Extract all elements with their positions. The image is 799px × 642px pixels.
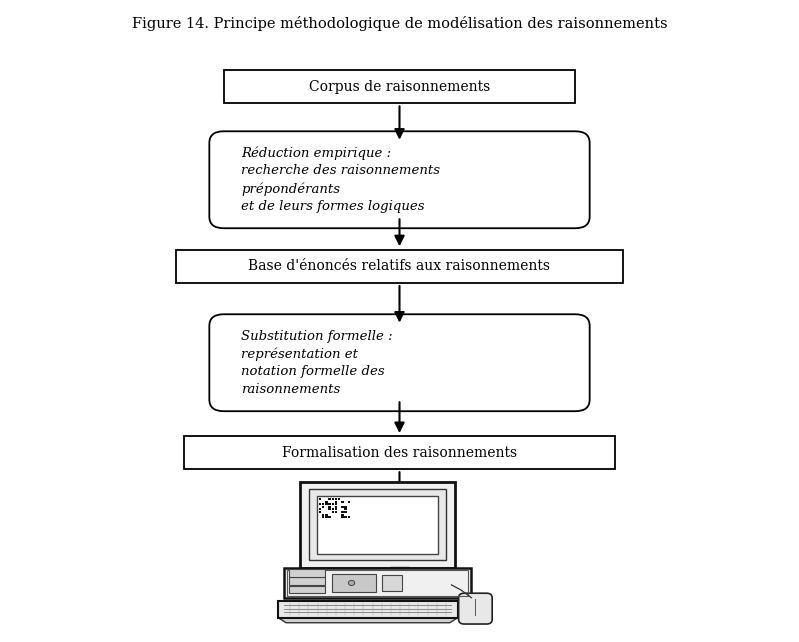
FancyBboxPatch shape bbox=[325, 501, 328, 503]
FancyBboxPatch shape bbox=[341, 506, 344, 508]
FancyBboxPatch shape bbox=[322, 503, 324, 505]
FancyBboxPatch shape bbox=[341, 511, 344, 513]
FancyBboxPatch shape bbox=[328, 506, 331, 508]
FancyBboxPatch shape bbox=[209, 132, 590, 229]
FancyBboxPatch shape bbox=[348, 501, 350, 503]
FancyBboxPatch shape bbox=[390, 567, 409, 575]
FancyBboxPatch shape bbox=[328, 516, 331, 518]
FancyBboxPatch shape bbox=[300, 482, 455, 568]
Text: Formalisation des raisonnements: Formalisation des raisonnements bbox=[282, 446, 517, 460]
FancyBboxPatch shape bbox=[224, 70, 575, 103]
FancyBboxPatch shape bbox=[348, 516, 350, 518]
FancyBboxPatch shape bbox=[341, 501, 344, 503]
FancyBboxPatch shape bbox=[289, 577, 325, 585]
FancyBboxPatch shape bbox=[278, 601, 458, 618]
FancyBboxPatch shape bbox=[459, 593, 492, 624]
FancyBboxPatch shape bbox=[325, 514, 328, 516]
FancyBboxPatch shape bbox=[319, 511, 321, 513]
FancyBboxPatch shape bbox=[325, 516, 328, 518]
FancyBboxPatch shape bbox=[344, 516, 347, 518]
FancyBboxPatch shape bbox=[332, 503, 334, 505]
FancyBboxPatch shape bbox=[319, 498, 321, 500]
FancyBboxPatch shape bbox=[325, 503, 328, 505]
FancyBboxPatch shape bbox=[382, 575, 402, 591]
FancyBboxPatch shape bbox=[328, 498, 331, 500]
FancyBboxPatch shape bbox=[184, 436, 615, 469]
FancyBboxPatch shape bbox=[176, 250, 623, 283]
FancyBboxPatch shape bbox=[335, 511, 337, 513]
FancyBboxPatch shape bbox=[344, 506, 347, 508]
FancyBboxPatch shape bbox=[332, 511, 334, 513]
FancyBboxPatch shape bbox=[309, 489, 446, 560]
FancyBboxPatch shape bbox=[322, 506, 324, 508]
FancyBboxPatch shape bbox=[209, 315, 590, 412]
FancyBboxPatch shape bbox=[322, 514, 324, 516]
FancyBboxPatch shape bbox=[341, 514, 344, 516]
FancyBboxPatch shape bbox=[332, 508, 334, 510]
FancyBboxPatch shape bbox=[335, 508, 337, 510]
Text: Corpus de raisonnements: Corpus de raisonnements bbox=[309, 80, 490, 94]
Ellipse shape bbox=[348, 580, 355, 586]
FancyBboxPatch shape bbox=[332, 574, 376, 592]
FancyBboxPatch shape bbox=[344, 511, 347, 513]
FancyBboxPatch shape bbox=[317, 496, 438, 554]
FancyBboxPatch shape bbox=[319, 503, 321, 505]
FancyBboxPatch shape bbox=[332, 498, 334, 500]
Text: Base d'énoncés relatifs aux raisonnements: Base d'énoncés relatifs aux raisonnement… bbox=[248, 259, 551, 273]
Polygon shape bbox=[278, 618, 458, 623]
Text: Figure 14. Principe méthodologique de modélisation des raisonnements: Figure 14. Principe méthodologique de mo… bbox=[132, 16, 667, 31]
FancyBboxPatch shape bbox=[335, 498, 337, 500]
FancyBboxPatch shape bbox=[289, 586, 325, 593]
FancyBboxPatch shape bbox=[328, 503, 331, 505]
Text: Réduction empirique :
recherche des raisonnements
prépondérants
et de leurs form: Réduction empirique : recherche des rais… bbox=[241, 146, 440, 213]
FancyBboxPatch shape bbox=[319, 508, 321, 510]
FancyBboxPatch shape bbox=[322, 516, 324, 518]
FancyBboxPatch shape bbox=[335, 503, 337, 505]
FancyBboxPatch shape bbox=[344, 508, 347, 510]
Text: Substitution formelle :
représentation et
notation formelle des
raisonnements: Substitution formelle : représentation e… bbox=[241, 329, 393, 396]
FancyBboxPatch shape bbox=[338, 498, 340, 500]
FancyBboxPatch shape bbox=[335, 501, 337, 503]
FancyBboxPatch shape bbox=[328, 508, 331, 510]
FancyBboxPatch shape bbox=[284, 568, 471, 598]
FancyBboxPatch shape bbox=[289, 569, 325, 577]
FancyBboxPatch shape bbox=[335, 506, 337, 508]
FancyBboxPatch shape bbox=[341, 516, 344, 518]
